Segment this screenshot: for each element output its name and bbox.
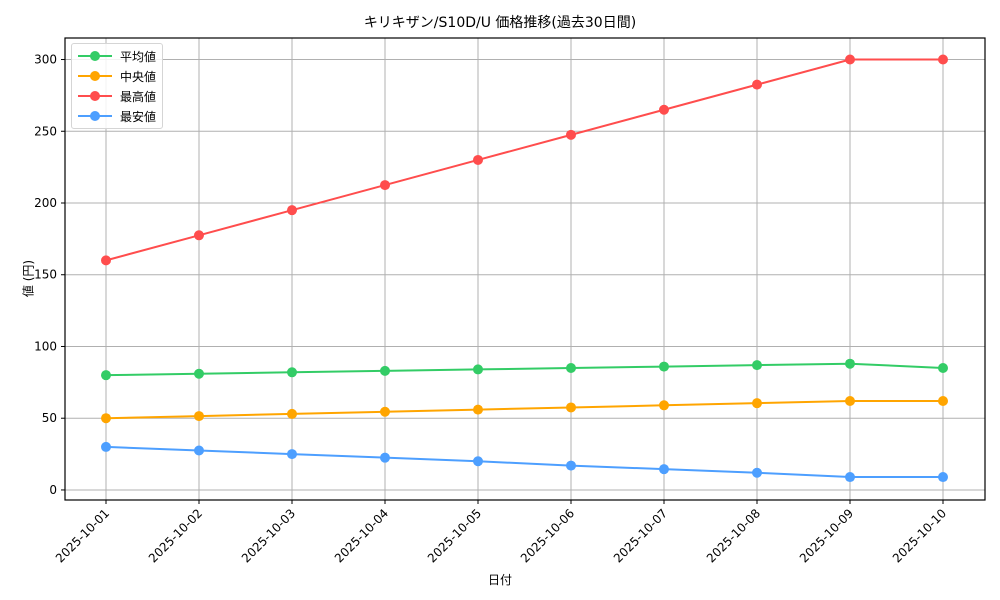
data-point	[752, 467, 762, 478]
x-tick-label: 2025-10-10	[890, 506, 949, 565]
y-tick-label: 300	[34, 53, 57, 67]
data-point	[101, 441, 111, 452]
data-point	[473, 456, 483, 467]
y-tick-label: 250	[34, 124, 57, 138]
x-tick-label: 2025-10-02	[146, 506, 205, 565]
x-tick-label: 2025-10-05	[425, 506, 484, 565]
data-point	[752, 79, 762, 90]
data-point	[566, 129, 576, 140]
data-point	[938, 396, 948, 406]
data-point	[845, 396, 855, 406]
data-point	[101, 370, 111, 381]
data-point	[659, 400, 669, 411]
x-tick-labels: 2025-10-01 2025-10-02 2025-10-03 2025-10-04…	[53, 506, 949, 565]
data-point	[380, 365, 390, 376]
data-point	[845, 54, 855, 65]
series-line	[105, 445, 943, 479]
data-point	[380, 406, 390, 417]
data-point	[473, 364, 483, 375]
data-point	[194, 411, 204, 422]
chart-title: キリキザン/S10D/U 価格推移(過去30日間)	[363, 15, 637, 31]
legend-item-median: 中央値	[72, 66, 162, 86]
y-tick-label: 150	[34, 268, 57, 282]
legend-label: 中央値	[120, 69, 157, 84]
y-tick-label: 50	[42, 411, 57, 425]
legend: 平均値 中央値 最高値 最安値	[71, 43, 163, 129]
data-series	[101, 54, 948, 483]
x-tick-label: 2025-10-04	[332, 506, 391, 565]
x-tick-label: 2025-10-09	[797, 506, 856, 565]
legend-label: 最高値	[120, 89, 157, 104]
data-point	[659, 361, 669, 372]
data-point	[194, 445, 204, 456]
legend-item-max: 最高値	[72, 86, 162, 106]
legend-marker-icon	[78, 106, 112, 126]
x-axis-label: 日付	[487, 573, 513, 587]
data-point	[938, 54, 948, 65]
data-point	[473, 404, 483, 415]
series-line	[105, 58, 943, 262]
axes	[61, 37, 986, 504]
grid-lines	[65, 38, 985, 500]
data-point	[659, 464, 669, 475]
data-point	[752, 360, 762, 371]
y-tick-label: 0	[49, 483, 57, 497]
data-point	[566, 363, 576, 373]
legend-item-average: 平均値	[72, 46, 162, 66]
series-line	[105, 400, 943, 420]
data-point	[938, 472, 948, 483]
data-point	[659, 104, 669, 115]
data-point	[845, 358, 855, 369]
data-point	[566, 402, 576, 413]
x-tick-label: 2025-10-08	[704, 506, 763, 565]
data-point	[752, 398, 762, 409]
data-point	[380, 180, 390, 191]
legend-item-min: 最安値	[72, 106, 162, 126]
legend-label: 最安値	[120, 109, 157, 124]
data-point	[101, 255, 111, 266]
data-point	[845, 472, 855, 483]
x-tick-label: 2025-10-06	[518, 506, 577, 565]
data-point	[194, 368, 204, 379]
x-tick-label: 2025-10-03	[239, 506, 298, 565]
legend-label: 平均値	[120, 49, 157, 64]
data-point	[380, 452, 390, 463]
y-axis-label: 値 (円)	[21, 259, 36, 298]
y-tick-label: 100	[34, 339, 57, 353]
data-point	[938, 363, 948, 373]
y-tick-label: 200	[34, 196, 57, 210]
data-point	[194, 230, 204, 241]
data-point	[287, 205, 297, 216]
x-tick-label: 2025-10-07	[611, 506, 670, 565]
y-tick-labels: 0 50 100 150 200 250 300	[34, 53, 57, 497]
data-point	[101, 413, 111, 424]
data-point	[287, 449, 297, 460]
legend-marker-icon	[78, 86, 112, 106]
data-point	[287, 367, 297, 378]
data-point	[287, 408, 297, 419]
x-tick-label: 2025-10-01	[53, 506, 112, 565]
series-line	[105, 362, 944, 377]
data-point	[566, 460, 576, 471]
legend-marker-icon	[78, 46, 112, 66]
legend-marker-icon	[78, 66, 112, 86]
data-point	[473, 154, 483, 165]
